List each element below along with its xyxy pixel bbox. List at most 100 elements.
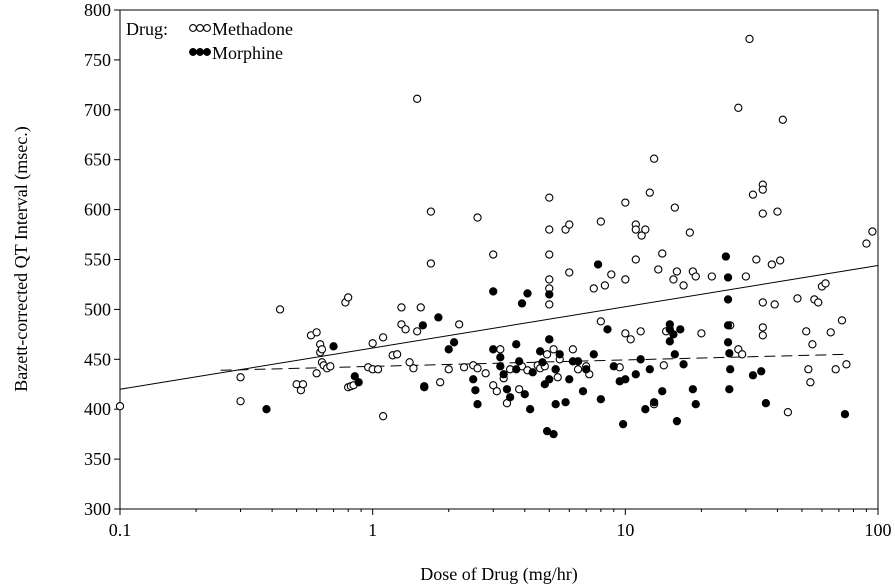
x-tick-label: 10 <box>616 520 634 540</box>
methadone-point <box>758 298 767 307</box>
methadone-point <box>837 316 847 325</box>
morphine-point <box>329 342 338 351</box>
morphine-point <box>542 427 552 436</box>
morphine-point <box>636 355 645 364</box>
methadone-point <box>669 275 678 284</box>
y-tick-label: 800 <box>84 0 111 20</box>
methadone-point <box>589 284 598 293</box>
morphine-point <box>489 287 498 296</box>
morphine-point <box>489 345 498 354</box>
methadone-point <box>436 378 445 387</box>
methadone-point <box>393 350 402 359</box>
morphine-point <box>420 383 429 392</box>
methadone-point <box>670 203 679 212</box>
morphine-point <box>523 289 532 298</box>
methadone-point <box>553 373 562 382</box>
methadone-point <box>758 323 767 332</box>
morphine-point <box>520 390 529 399</box>
morphine-point <box>499 370 508 379</box>
methadone-point <box>814 298 823 307</box>
y-tick-label: 500 <box>84 299 111 319</box>
morphine-point <box>761 399 771 408</box>
y-tick-label: 550 <box>84 250 111 270</box>
methadone-point <box>752 255 761 264</box>
methadone-point <box>549 345 558 354</box>
methadone-point <box>842 360 851 369</box>
methadone-point <box>275 305 285 314</box>
morphine-point <box>573 357 583 366</box>
morphine-point <box>721 252 731 261</box>
methadone-trend-line <box>119 264 879 390</box>
methadone-point <box>565 220 574 229</box>
y-axis: 300 350 400 450 500 550 600 650 700 750 800 <box>84 0 120 519</box>
methadone-point <box>758 209 767 218</box>
methadone-point <box>236 397 245 406</box>
methadone-point <box>645 188 654 197</box>
morphine-point <box>545 290 554 299</box>
morphine-point <box>525 405 535 414</box>
methadone-point <box>868 227 877 236</box>
methadone-point <box>596 217 605 226</box>
methadone-point <box>426 207 436 216</box>
morphine-point <box>688 385 697 394</box>
methadone-point <box>626 335 635 344</box>
methadone-point <box>573 365 583 374</box>
y-tick-label: 400 <box>84 399 111 419</box>
methadone-point <box>734 103 743 112</box>
methadone-point <box>641 225 650 234</box>
methadone-point <box>409 364 418 373</box>
morphine-point <box>350 372 359 381</box>
morphine-point <box>723 273 733 282</box>
morphine-point <box>449 338 459 347</box>
methadone-point <box>607 270 616 279</box>
x-axis: 0.1 1 10 100 <box>109 509 892 540</box>
data-points <box>115 34 877 439</box>
morphine-point <box>473 400 482 409</box>
morphine-point <box>840 410 850 419</box>
methadone-point <box>783 408 793 417</box>
methadone-point <box>401 325 410 334</box>
morphine-point <box>609 362 618 371</box>
methadone-point <box>691 272 700 281</box>
methadone-point <box>773 207 782 216</box>
morphine-point <box>578 387 588 396</box>
methadone-point <box>489 250 498 259</box>
methadone-point <box>649 154 659 163</box>
methadone-point <box>473 364 482 373</box>
methadone-point <box>621 275 630 284</box>
morphine-point <box>505 393 515 402</box>
plot-frame <box>119 9 879 510</box>
morphine-point <box>528 368 537 377</box>
morphine-point <box>589 350 598 359</box>
methadone-point <box>637 231 646 240</box>
methadone-point <box>793 294 802 303</box>
methadone-point <box>748 190 758 199</box>
methadone-point <box>802 327 811 336</box>
methadone-point <box>397 303 406 312</box>
methadone-point <box>326 362 335 371</box>
methadone-point <box>685 228 694 237</box>
methadone-point <box>545 250 554 259</box>
methadone-point <box>679 281 688 290</box>
morphine-point <box>603 325 612 334</box>
methadone-point <box>545 193 554 202</box>
y-tick-label: 450 <box>84 349 111 369</box>
methadone-point <box>545 275 554 284</box>
methadone-point <box>821 279 830 288</box>
methadone-point <box>542 350 552 359</box>
methadone-point <box>831 365 840 374</box>
morphine-point <box>691 400 700 409</box>
morphine-point <box>665 337 674 346</box>
morphine-point <box>538 358 547 367</box>
methadone-point <box>778 115 787 124</box>
x-tick-label: 0.1 <box>109 520 132 540</box>
y-tick-label: 300 <box>84 499 111 519</box>
morphine-point <box>658 387 667 396</box>
morphine-point <box>669 330 678 339</box>
morphine-point <box>496 362 505 371</box>
morphine-point <box>354 378 363 387</box>
methadone-point <box>596 317 605 326</box>
morphine-point <box>555 350 564 359</box>
x-axis-title: Dose of Drug (mg/hr) <box>420 564 577 585</box>
x-tick-label: 1 <box>368 520 377 540</box>
